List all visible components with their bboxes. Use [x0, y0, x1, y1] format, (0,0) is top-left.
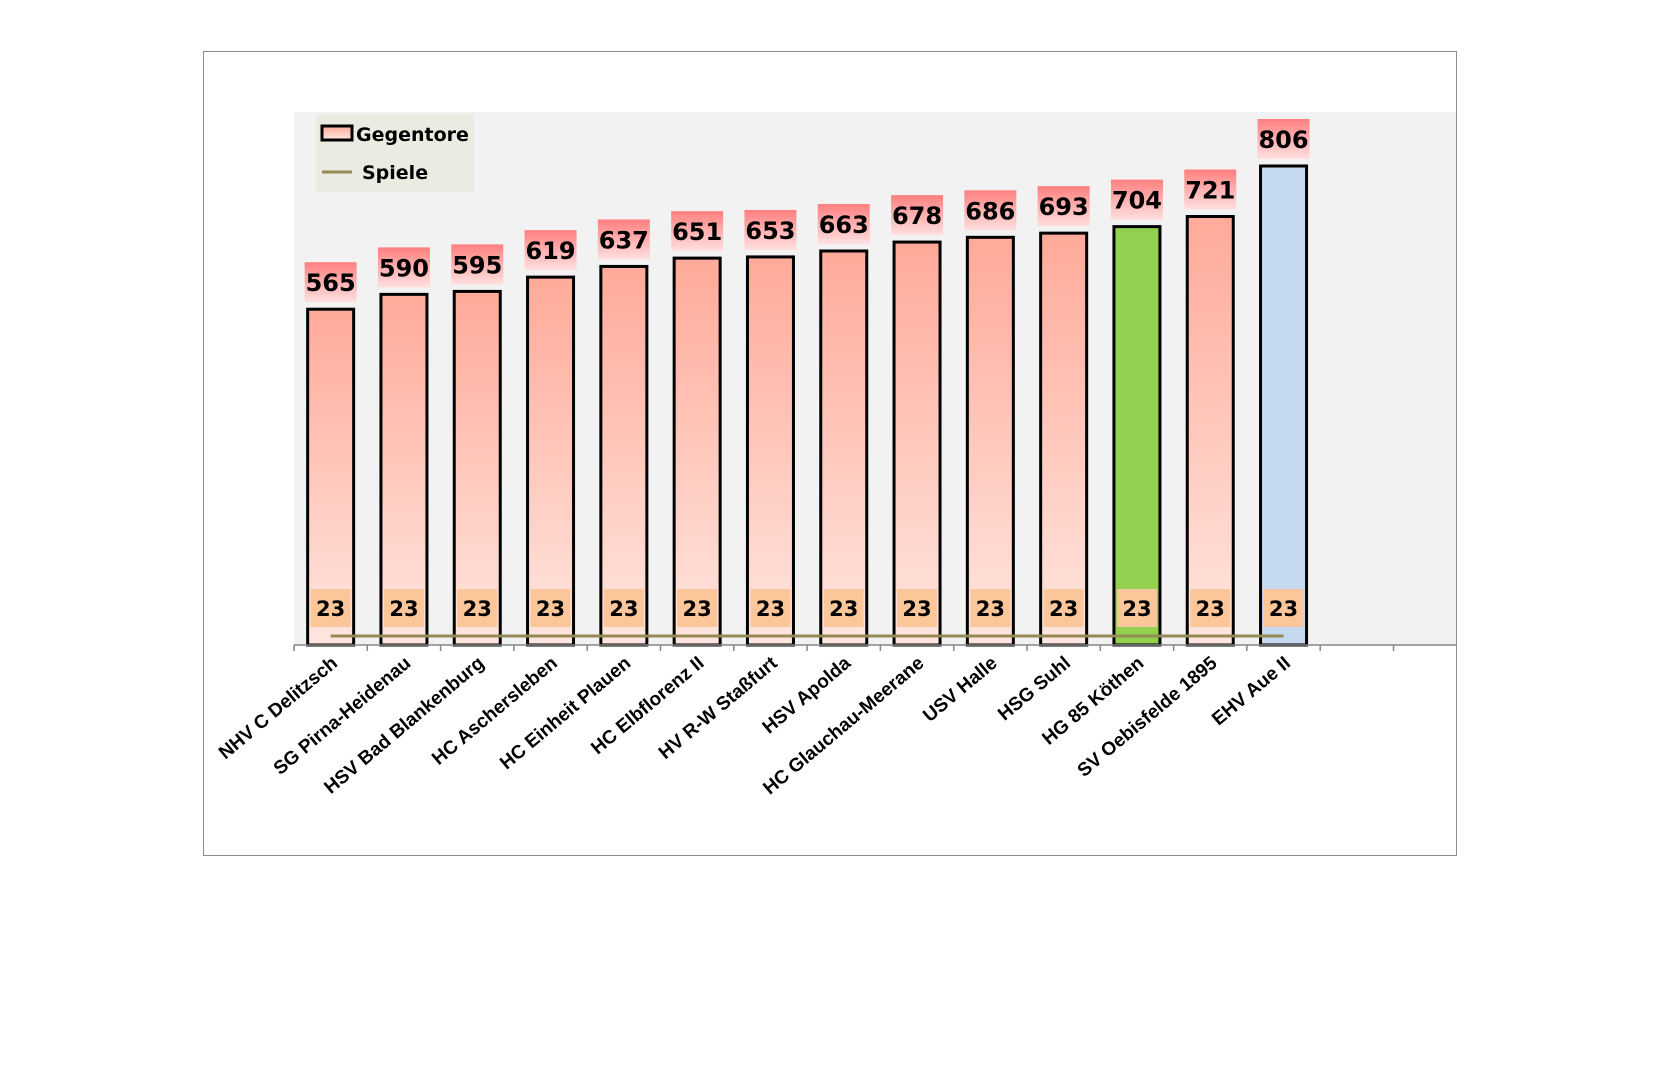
value-label-bg [524, 230, 577, 271]
games-label: 23 [902, 597, 931, 621]
legend-swatch-gegentore [320, 124, 354, 142]
games-label: 23 [976, 597, 1005, 621]
games-label-bg [383, 589, 424, 627]
category-label: NHV C Delitzsch [215, 653, 342, 764]
bar [892, 240, 942, 647]
games-label-bg [457, 589, 498, 627]
value-label: 595 [452, 251, 502, 279]
games-label: 23 [756, 597, 785, 621]
value-label-bg [1110, 179, 1163, 220]
games-label-bg [530, 589, 571, 627]
games-labels-layer: 23 23 23 23 23 23 23 23 23 23 23 23 23 23 [310, 589, 1304, 627]
games-label: 23 [829, 597, 858, 621]
games-label: 23 [683, 597, 712, 621]
legend: Gegentore Spiele [316, 114, 474, 192]
category-label: HC Einheit Plauen [496, 653, 635, 774]
legend-label-spiele: Spiele [362, 162, 428, 184]
games-label: 23 [463, 597, 492, 621]
games-label: 23 [1196, 597, 1225, 621]
games-label-bg [823, 589, 864, 627]
games-label: 23 [1122, 597, 1151, 621]
bar [819, 249, 869, 647]
value-label-bg [891, 195, 944, 236]
value-label-bg [451, 244, 504, 285]
value-label-bg [304, 262, 357, 303]
value-label: 619 [525, 237, 575, 265]
value-label: 704 [1112, 187, 1162, 215]
value-label-bg [1184, 169, 1237, 210]
x-axis-ticks [293, 645, 1395, 651]
bar [672, 256, 722, 647]
bar [745, 255, 795, 647]
value-label: 678 [892, 202, 942, 230]
value-label: 590 [379, 254, 429, 282]
value-label: 663 [819, 211, 869, 239]
value-label-bg [671, 211, 724, 252]
games-label-bg [1043, 589, 1084, 627]
games-label-bg [603, 589, 644, 627]
games-label-bg [897, 589, 938, 627]
category-label: HC Aschersleben [428, 653, 561, 770]
value-label: 806 [1258, 126, 1308, 154]
value-label-bg [597, 219, 650, 260]
value-label: 686 [965, 197, 1015, 225]
bar [379, 292, 429, 647]
games-label: 23 [389, 597, 418, 621]
bar [1185, 215, 1235, 647]
games-label-bg [310, 589, 351, 627]
value-label-bg [744, 209, 797, 250]
value-label: 565 [306, 269, 356, 297]
labels-layer: 565 590 595 619 637 651 653 663 678 686 693 704 721 8… [304, 119, 1310, 303]
games-label-bg [1190, 589, 1231, 627]
value-label: 721 [1185, 177, 1235, 205]
value-label-bg [964, 190, 1017, 231]
games-label-bg [750, 589, 791, 627]
value-label-bg [817, 203, 870, 244]
games-label-bg [1263, 589, 1304, 627]
category-label: USV Halle [919, 653, 1001, 727]
games-label-bg [1116, 589, 1157, 627]
category-label: SG Pirna-Heidenau [270, 653, 415, 780]
games-label: 23 [609, 597, 638, 621]
bar [1112, 225, 1162, 647]
value-label-bg [1257, 119, 1310, 159]
games-label-bg [970, 589, 1011, 627]
games-label: 23 [1269, 597, 1298, 621]
category-label: SV Oebisfelde 1895 [1074, 652, 1222, 781]
games-label: 23 [1049, 597, 1078, 621]
bar [965, 235, 1015, 647]
value-label: 693 [1039, 193, 1089, 221]
bar [599, 264, 649, 647]
games-label: 23 [536, 597, 565, 621]
bars-layer [306, 164, 1309, 647]
bar [1039, 231, 1089, 647]
value-label: 637 [599, 226, 649, 254]
games-label: 23 [316, 597, 345, 621]
value-label: 653 [745, 217, 795, 245]
value-label-bg [377, 247, 430, 288]
value-label-bg [1037, 186, 1090, 227]
category-label: EHV Aue II [1208, 653, 1295, 730]
value-label: 651 [672, 218, 722, 246]
legend-label-gegentore: Gegentore [356, 124, 469, 146]
bar [1259, 164, 1309, 647]
games-label-bg [677, 589, 718, 627]
